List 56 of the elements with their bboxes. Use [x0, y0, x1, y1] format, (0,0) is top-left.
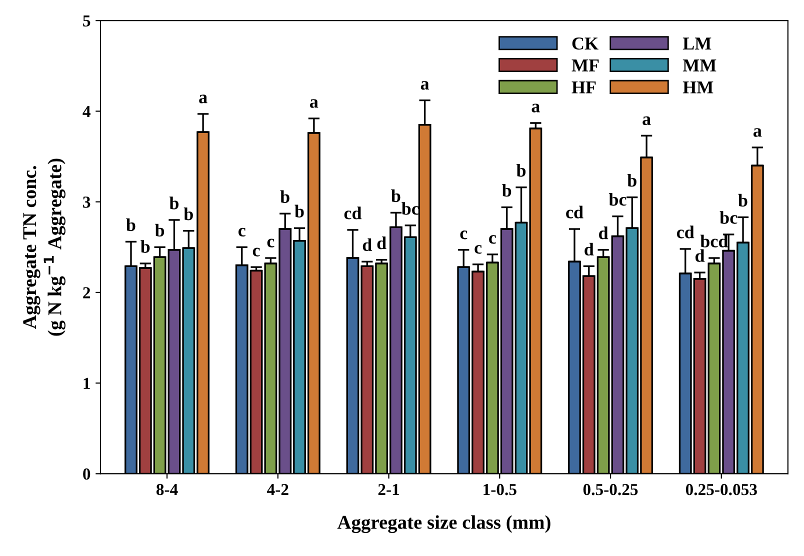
x-axis-title: Aggregate size class (mm)	[337, 515, 550, 533]
legend-label: MM	[682, 60, 716, 72]
annotation: c	[238, 228, 246, 237]
x-tick-label: 2-1	[378, 484, 400, 495]
annotation: d	[377, 236, 386, 250]
x-tick-label: 8-4	[156, 484, 178, 496]
legend-label: LM	[682, 38, 712, 50]
annotation: b	[126, 218, 136, 232]
y-axis-title: Aggregate TN conc. (g N kg$^{−1}$ Aggregate)	[23, 158, 66, 336]
annotation: cd	[676, 226, 694, 238]
annotation: b	[140, 240, 150, 253]
annotation: b	[627, 174, 636, 187]
legend-label: CK	[572, 38, 598, 50]
annotation: bcd	[700, 234, 728, 248]
y-tick-label: 5	[83, 15, 90, 27]
legend-label: HF	[572, 81, 596, 94]
annotation: d	[599, 226, 608, 240]
legend-label: HM	[682, 81, 714, 94]
annotation: c	[489, 235, 496, 244]
annotation: a	[642, 116, 651, 126]
y-tick-label: 4	[82, 106, 90, 117]
y-tick-label: 2	[83, 287, 90, 298]
annotation: b	[280, 190, 290, 203]
annotation: cd	[566, 206, 584, 218]
annotation: bc	[402, 202, 419, 215]
annotation: b	[155, 224, 164, 237]
annotation: c	[460, 230, 468, 240]
annotation: c	[474, 245, 482, 254]
x-tick-label: 0.25-0.053	[686, 484, 757, 496]
annotation: b	[738, 194, 748, 207]
x-tick-label: 4-2	[267, 484, 288, 495]
annotation: b	[516, 164, 526, 177]
annotation: b	[391, 189, 400, 202]
annotation: b	[169, 196, 179, 210]
annotation: a	[532, 104, 540, 112]
annotation: bc	[720, 211, 738, 224]
annotation: a	[199, 94, 208, 104]
annotation: cd	[344, 206, 362, 220]
y-tick-label: 0	[83, 468, 90, 480]
legend-label: MF	[572, 60, 599, 72]
y-tick-label: 3	[83, 196, 90, 208]
annotation: d	[362, 238, 372, 252]
x-tick-label: 1-0.5	[484, 484, 516, 496]
annotation: b	[502, 184, 512, 197]
x-tick-label: 0.5-0.25	[583, 484, 638, 496]
annotation: c	[252, 248, 260, 256]
annotation: c	[267, 238, 274, 248]
annotation: a	[420, 81, 430, 90]
annotation: a	[753, 128, 762, 137]
annotation: b	[294, 204, 304, 218]
annotation: d	[584, 242, 594, 256]
annotation: b	[184, 208, 193, 220]
annotation: a	[310, 99, 318, 108]
annotation: d	[695, 249, 705, 262]
y-tick-label: 1	[84, 378, 90, 389]
annotation: bc	[608, 193, 626, 206]
